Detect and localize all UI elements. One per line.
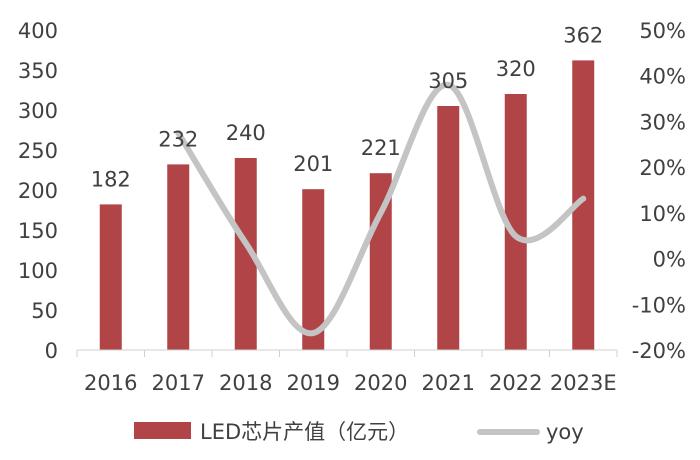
- left-tick-label: 150: [18, 219, 58, 243]
- right-tick-label: 40%: [639, 65, 686, 89]
- right-tick-label: 30%: [639, 110, 686, 134]
- left-tick-label: 0: [45, 339, 58, 363]
- legend: LED芯片产值（亿元） yoy: [134, 420, 584, 444]
- bar-value-label: 240: [226, 121, 266, 145]
- bar-value-label: 305: [428, 69, 468, 93]
- bar-value-label: 320: [496, 57, 536, 81]
- left-axis: 0 50 100 150 200 250 300 350 400: [18, 19, 58, 363]
- left-tick-label: 300: [18, 99, 58, 123]
- legend-line-label: yoy: [546, 420, 584, 444]
- right-axis: -20% -10% 0% 10% 20% 30% 40% 50%: [632, 19, 686, 363]
- x-tick-label: 2022: [489, 371, 542, 395]
- bar: [234, 158, 257, 350]
- right-tick-label: 50%: [639, 19, 686, 43]
- left-tick-label: 350: [18, 59, 58, 83]
- bar: [572, 60, 595, 351]
- legend-bar-label: LED芯片产值（亿元）: [200, 420, 409, 444]
- bar: [167, 164, 190, 350]
- right-tick-label: 0%: [653, 248, 686, 272]
- left-tick-label: 250: [18, 139, 58, 163]
- x-tick-label: 2018: [219, 371, 272, 395]
- legend-bar-swatch: [134, 422, 191, 439]
- x-tick-label: 2020: [354, 371, 407, 395]
- bar-value-label: 232: [158, 127, 198, 151]
- left-tick-label: 200: [18, 179, 58, 203]
- x-axis: 2016 2017 2018 2019 2020 2021 2022 2023E: [76, 350, 618, 395]
- right-tick-label: -20%: [632, 339, 686, 363]
- bar: [302, 189, 325, 350]
- bar-value-label: 221: [361, 136, 401, 160]
- left-tick-label: 100: [18, 259, 58, 283]
- bar-series: [99, 60, 595, 351]
- x-tick-label: 2023E: [550, 371, 617, 395]
- x-tick-label: 2021: [422, 371, 475, 395]
- bar-value-label: 362: [563, 23, 603, 47]
- left-tick-label: 400: [18, 19, 58, 43]
- yoy-line: [175, 81, 587, 337]
- x-tick-label: 2017: [152, 371, 205, 395]
- x-tick-label: 2019: [287, 371, 340, 395]
- bar: [99, 204, 122, 350]
- bar-value-label: 182: [91, 167, 131, 191]
- right-tick-label: 20%: [639, 156, 686, 180]
- bar-value-label: 201: [293, 152, 333, 176]
- bar: [437, 106, 460, 350]
- bar: [504, 94, 527, 350]
- data-labels: 182 232 240 201 221 305 320 362: [91, 23, 604, 191]
- right-tick-label: -10%: [632, 293, 686, 317]
- x-tick-label: 2016: [84, 371, 137, 395]
- right-tick-label: 10%: [639, 202, 686, 226]
- left-tick-label: 50: [31, 299, 58, 323]
